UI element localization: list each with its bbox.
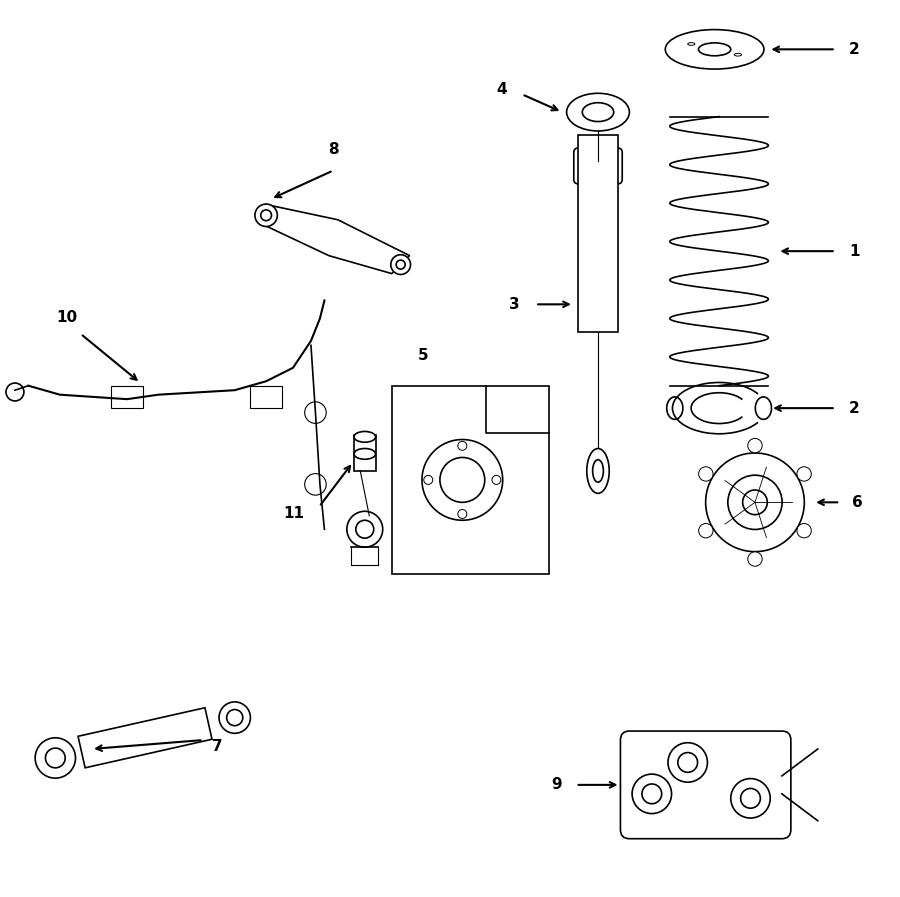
Circle shape (305, 474, 326, 495)
Ellipse shape (698, 43, 731, 56)
Circle shape (706, 453, 805, 552)
Circle shape (698, 466, 713, 481)
Circle shape (748, 439, 762, 453)
Bar (354, 435, 375, 471)
Text: 2: 2 (850, 401, 859, 415)
Ellipse shape (255, 205, 277, 226)
Polygon shape (266, 205, 410, 274)
Ellipse shape (592, 459, 603, 483)
Circle shape (424, 475, 433, 484)
Circle shape (668, 743, 707, 782)
Ellipse shape (354, 431, 375, 442)
Circle shape (422, 440, 503, 520)
Circle shape (305, 402, 326, 423)
Ellipse shape (734, 54, 742, 57)
Text: 2: 2 (850, 42, 859, 57)
Ellipse shape (46, 748, 65, 768)
FancyBboxPatch shape (574, 148, 622, 184)
Ellipse shape (582, 103, 614, 122)
Text: 3: 3 (509, 297, 520, 312)
Bar (250, 386, 283, 408)
Ellipse shape (35, 737, 76, 778)
Circle shape (642, 784, 662, 804)
Ellipse shape (391, 255, 410, 274)
Circle shape (458, 441, 467, 450)
Ellipse shape (354, 448, 375, 459)
Circle shape (748, 552, 762, 566)
FancyBboxPatch shape (620, 731, 791, 839)
Text: 10: 10 (57, 309, 77, 325)
Circle shape (731, 779, 770, 818)
Ellipse shape (665, 30, 764, 69)
Circle shape (356, 520, 373, 538)
Circle shape (742, 490, 768, 515)
Text: 9: 9 (552, 778, 562, 792)
Text: 5: 5 (418, 348, 428, 363)
Bar (111, 386, 143, 408)
Ellipse shape (396, 260, 405, 269)
Bar (579, 135, 617, 332)
Ellipse shape (261, 210, 272, 221)
Text: 6: 6 (852, 495, 862, 509)
Polygon shape (78, 708, 212, 768)
Circle shape (678, 753, 698, 772)
Ellipse shape (567, 93, 629, 131)
Ellipse shape (688, 43, 695, 46)
Circle shape (796, 524, 811, 538)
Circle shape (698, 524, 713, 538)
Ellipse shape (587, 448, 609, 493)
Ellipse shape (219, 701, 250, 734)
Text: 4: 4 (496, 83, 507, 97)
Circle shape (492, 475, 501, 484)
Text: 7: 7 (212, 739, 223, 753)
Circle shape (346, 511, 382, 547)
Circle shape (728, 475, 782, 529)
Bar (392, 386, 549, 574)
Ellipse shape (227, 710, 243, 726)
Circle shape (458, 509, 467, 518)
Circle shape (796, 466, 811, 481)
Circle shape (6, 383, 24, 401)
Circle shape (632, 774, 671, 814)
Circle shape (741, 788, 760, 808)
Text: 8: 8 (328, 142, 338, 157)
Text: 1: 1 (850, 244, 859, 258)
Text: 11: 11 (284, 507, 305, 521)
Circle shape (440, 457, 485, 502)
